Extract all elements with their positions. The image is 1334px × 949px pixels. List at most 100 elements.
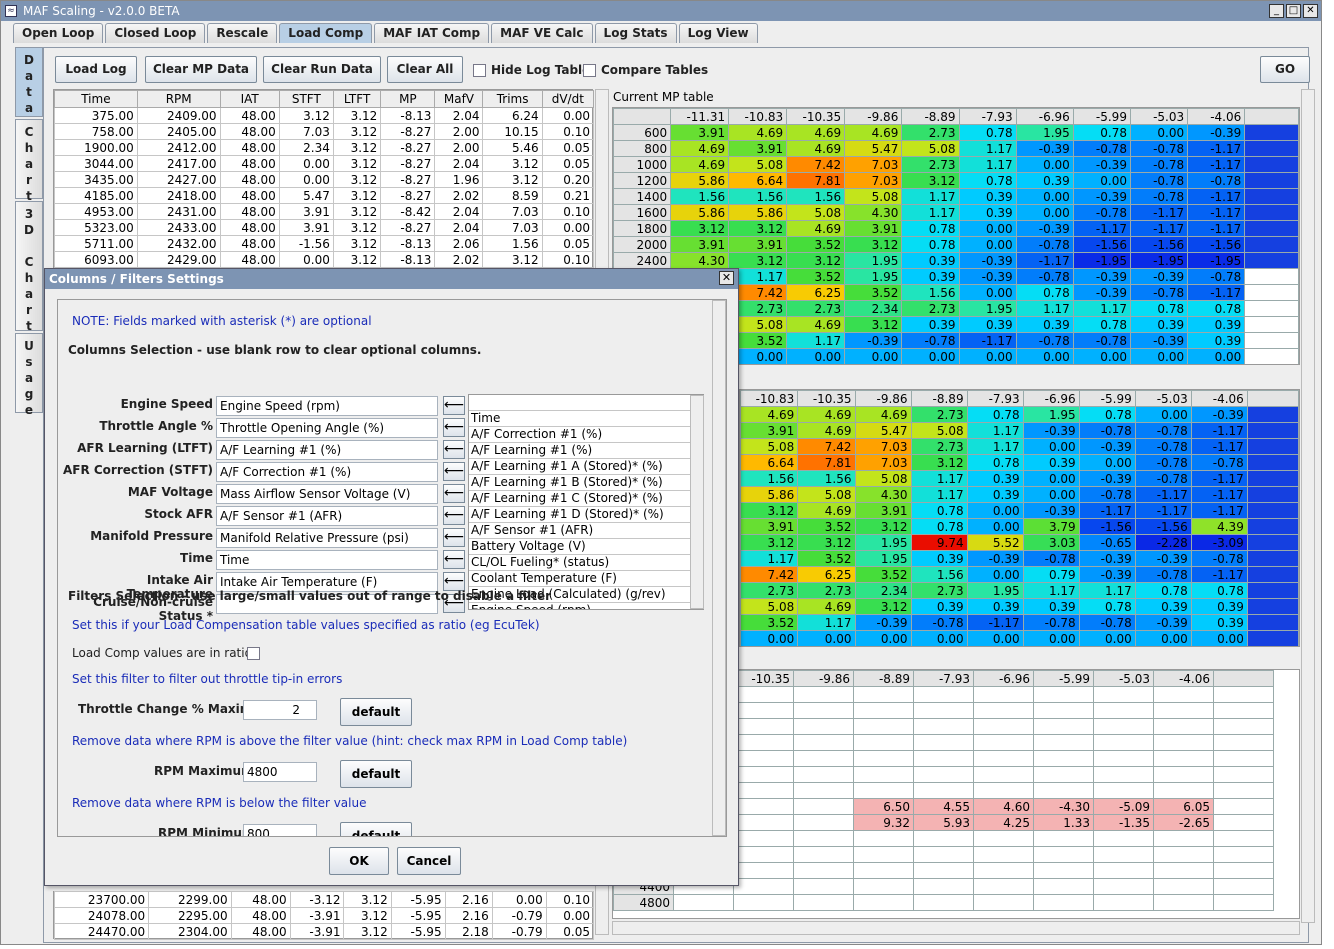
table-cell[interactable]: 2.00 — [434, 139, 484, 156]
assign-arrow-button[interactable]: ⟵ — [443, 440, 465, 459]
table-cell[interactable]: -0.39 — [1134, 550, 1192, 567]
table-cell[interactable]: 3.12 — [482, 155, 543, 172]
dialog-scrollbar[interactable] — [712, 300, 726, 836]
table-cell[interactable]: -0.78 — [910, 614, 968, 631]
table-cell[interactable] — [793, 798, 854, 815]
table-cell[interactable]: 2433.00 — [136, 219, 221, 236]
table-cell[interactable]: 3.91 — [670, 236, 730, 253]
table-cell[interactable]: 3.12 — [332, 107, 382, 124]
table-cell[interactable]: 1.17 — [958, 156, 1017, 173]
table-cell[interactable]: 7.03 — [854, 454, 912, 471]
table-cell[interactable]: 1.56 — [786, 188, 846, 205]
table-cell[interactable]: -1.56 — [278, 235, 334, 252]
table-cell[interactable]: 0.00 — [844, 348, 903, 364]
table-cell[interactable]: -8.13 — [380, 251, 436, 268]
table-cell[interactable]: -5.95 — [390, 907, 446, 924]
table-row[interactable]: 7.42 6.25 3.52 1.56 0.00 0.79 -0.39 -0.78 -1.17 — [740, 566, 1299, 583]
table-cell[interactable]: -5.95 — [390, 891, 446, 908]
table-cell[interactable]: 0.00 — [278, 251, 334, 268]
table-cell[interactable]: 3.91 — [278, 219, 334, 236]
table-cell[interactable] — [913, 750, 974, 767]
table-cell[interactable]: 0.05 — [545, 923, 595, 940]
log-column-header[interactable]: STFT — [278, 90, 334, 108]
table-cell[interactable] — [1093, 894, 1154, 911]
table-cell[interactable]: -4.30 — [1033, 798, 1094, 815]
table-cell[interactable]: 1.17 — [966, 438, 1024, 455]
list-item[interactable] — [469, 395, 703, 411]
table-cell[interactable]: 2.34 — [854, 582, 912, 599]
tab-maf-ve-calc[interactable]: MAF VE Calc — [491, 23, 593, 43]
go-button[interactable]: GO — [1260, 56, 1310, 83]
table-cell[interactable]: 2.34 — [278, 139, 334, 156]
table-cell[interactable]: 3.91 — [728, 236, 788, 253]
table-cell[interactable]: -1.17 — [1187, 156, 1246, 173]
table-cell[interactable]: -0.39 — [1015, 220, 1074, 237]
table-cell[interactable]: -1.56 — [1129, 236, 1189, 253]
tab-closed-loop[interactable]: Closed Loop — [105, 23, 206, 43]
tab-log-view[interactable]: Log View — [678, 23, 758, 43]
table-cell[interactable]: -8.27 — [380, 171, 436, 188]
table-cell[interactable]: 6.64 — [728, 172, 788, 189]
table-cell[interactable]: -0.78 — [1022, 550, 1080, 567]
table-cell[interactable]: -0.78 — [1015, 268, 1074, 285]
table-cell[interactable]: 3.03 — [1022, 534, 1080, 551]
table-cell[interactable]: 3.91 — [740, 518, 799, 535]
tab-rescale[interactable]: Rescale — [207, 23, 278, 43]
table-cell[interactable] — [1244, 124, 1299, 141]
table-cell[interactable]: 3.12 — [332, 123, 382, 140]
table-cell[interactable]: 1.56 — [797, 470, 856, 487]
table-cell[interactable]: 3.12 — [343, 907, 392, 924]
table-cell[interactable]: 4.69 — [797, 502, 856, 519]
table-row[interactable]: 3.52 1.17 -0.39 -0.78 -1.17 -0.78 -0.78 -0.39 0.… — [740, 614, 1299, 631]
table-cell[interactable]: 2299.00 — [148, 891, 232, 908]
table-cell[interactable] — [1153, 750, 1214, 767]
table-cell[interactable]: 0.00 — [1134, 406, 1192, 423]
table-cell[interactable]: 0.00 — [728, 348, 788, 364]
cancel-button[interactable]: Cancel — [397, 847, 461, 875]
list-item[interactable]: Engine Speed (rpm) — [469, 603, 703, 609]
table-cell[interactable] — [973, 878, 1034, 895]
table-cell[interactable] — [1093, 718, 1154, 735]
table-cell[interactable]: -0.39 — [1022, 422, 1080, 439]
table-cell[interactable]: 3.52 — [854, 566, 912, 583]
table-cell[interactable]: 6093.00 — [54, 251, 138, 268]
table-cell[interactable]: 0.39 — [1190, 614, 1248, 631]
table-cell[interactable]: 0.39 — [1134, 598, 1192, 615]
table-cell[interactable]: 3.12 — [797, 534, 856, 551]
table-cell[interactable]: 24078.00 — [53, 907, 150, 924]
table-cell[interactable]: 5.93 — [913, 814, 974, 831]
table-cell[interactable]: 3.12 — [910, 454, 968, 471]
table-cell[interactable] — [1093, 750, 1154, 767]
table-cell[interactable]: 2.04 — [434, 107, 484, 124]
table-cell[interactable] — [1246, 630, 1299, 646]
table-cell[interactable]: 2.73 — [910, 406, 968, 423]
table-cell[interactable]: 1.17 — [958, 140, 1017, 157]
table-cell[interactable]: 5.86 — [670, 204, 730, 221]
assign-arrow-button[interactable]: ⟵ — [443, 594, 465, 613]
table-cell[interactable]: 3044.00 — [54, 155, 138, 172]
table-cell[interactable]: -8.27 — [380, 139, 436, 156]
table-cell[interactable]: 3.52 — [797, 550, 856, 567]
table-cell[interactable]: 0.78 — [966, 406, 1024, 423]
table-cell[interactable]: 0.39 — [910, 550, 968, 567]
table-cell[interactable] — [913, 782, 974, 799]
table-cell[interactable]: 2.73 — [786, 300, 846, 317]
table-cell[interactable] — [1213, 846, 1274, 863]
table-cell[interactable] — [1033, 878, 1094, 895]
table-cell[interactable]: -0.39 — [1129, 332, 1189, 349]
table-cell[interactable]: 0.78 — [910, 518, 968, 535]
table-cell[interactable]: 0.39 — [1187, 316, 1246, 333]
table-cell[interactable]: 1.17 — [901, 204, 960, 221]
table-cell[interactable] — [733, 782, 794, 799]
table-cell[interactable]: 0.78 — [1072, 124, 1131, 141]
table-cell[interactable]: 1.95 — [958, 300, 1017, 317]
table-cell[interactable]: 0.20 — [541, 171, 595, 188]
table-cell[interactable]: -0.39 — [1190, 406, 1248, 423]
table-cell[interactable] — [733, 878, 794, 895]
table-cell[interactable]: 2.04 — [434, 203, 484, 220]
table-cell[interactable]: 1.17 — [1022, 582, 1080, 599]
table-cell[interactable] — [1153, 862, 1214, 879]
table-cell[interactable]: 0.78 — [1078, 598, 1136, 615]
table-cell[interactable]: 2.06 — [434, 235, 484, 252]
